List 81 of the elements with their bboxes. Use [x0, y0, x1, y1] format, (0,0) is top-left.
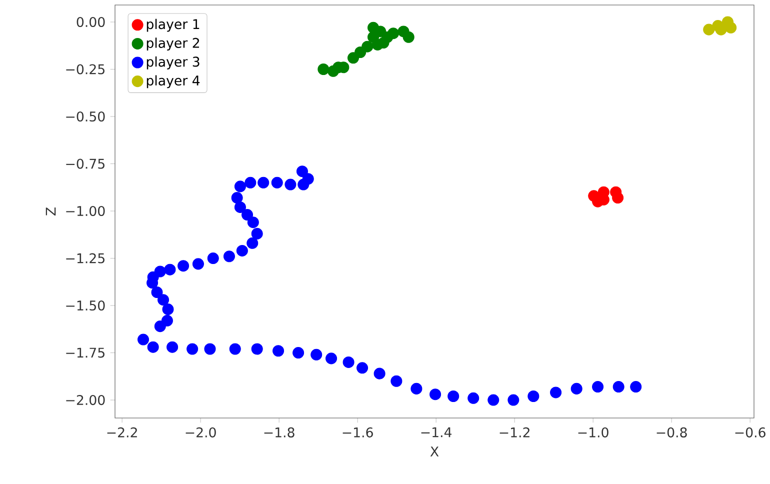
point — [234, 180, 246, 192]
x-axis-title: X — [430, 446, 439, 456]
legend-label: player 2 — [146, 38, 200, 51]
x-tick-label: −1.2 — [500, 427, 530, 438]
point — [410, 382, 422, 394]
y-tick-label: −1.25 — [66, 253, 104, 264]
point — [725, 22, 737, 34]
point — [244, 176, 256, 188]
point — [138, 334, 150, 346]
point — [251, 228, 263, 240]
point — [388, 28, 400, 40]
x-tick-label: −2.0 — [186, 427, 216, 438]
point — [158, 294, 170, 306]
legend-label: player 3 — [146, 56, 200, 70]
x-tick-label: −0.8 — [656, 427, 687, 438]
point — [318, 63, 330, 76]
y-tick-label: 0.00 — [76, 16, 105, 28]
point — [528, 390, 540, 402]
point — [592, 381, 604, 393]
legend-label: player 4 — [146, 75, 200, 88]
point — [570, 382, 582, 394]
point — [402, 31, 414, 43]
x-tick-label: −0.6 — [735, 427, 766, 438]
point — [612, 192, 624, 204]
point — [550, 386, 562, 398]
point — [236, 244, 248, 256]
point — [292, 347, 304, 359]
legend-label: player 1 — [146, 18, 200, 32]
x-tick-label: −1.6 — [342, 427, 373, 438]
y-tick-label: −1.75 — [66, 348, 104, 358]
point — [166, 341, 178, 353]
point — [192, 258, 204, 270]
point — [612, 381, 624, 393]
point — [204, 343, 216, 355]
point — [488, 394, 500, 406]
point — [164, 264, 176, 276]
point — [430, 388, 442, 400]
point — [448, 390, 460, 402]
point — [374, 368, 386, 380]
point — [326, 352, 338, 364]
point — [151, 286, 163, 298]
point — [630, 381, 642, 393]
y-tick-label: −1.00 — [66, 206, 105, 216]
point — [258, 176, 270, 188]
point — [703, 24, 715, 36]
point — [251, 343, 263, 355]
y-tick-label: −0.50 — [66, 111, 105, 122]
point — [284, 178, 296, 190]
point — [231, 192, 243, 204]
y-tick-label: −0.25 — [66, 64, 104, 74]
point — [342, 356, 354, 368]
point — [271, 176, 283, 188]
point — [356, 362, 368, 374]
point — [154, 320, 166, 332]
x-tick-label: −1.8 — [264, 427, 294, 438]
point — [310, 348, 322, 360]
point — [207, 252, 219, 264]
x-tick-label: −1.0 — [578, 427, 608, 438]
point — [229, 343, 241, 355]
point — [178, 260, 190, 272]
y-tick-label: −0.75 — [66, 158, 104, 169]
point — [223, 250, 235, 262]
point — [247, 216, 259, 228]
point — [272, 345, 284, 357]
point — [234, 201, 246, 213]
point — [296, 166, 308, 178]
x-tick-label: −1.4 — [421, 427, 452, 438]
y-tick-label: −2.00 — [66, 394, 105, 406]
point — [246, 237, 258, 249]
y-axis-title: Z — [46, 208, 56, 216]
point — [468, 392, 480, 404]
point — [162, 304, 174, 316]
x-tick-label: −2.2 — [107, 427, 137, 438]
point — [147, 341, 159, 353]
y-tick-label: −1.50 — [66, 300, 105, 311]
point — [242, 209, 254, 221]
point — [298, 178, 310, 190]
point — [362, 40, 374, 52]
point — [390, 375, 402, 387]
point — [186, 343, 198, 355]
point — [508, 394, 520, 406]
